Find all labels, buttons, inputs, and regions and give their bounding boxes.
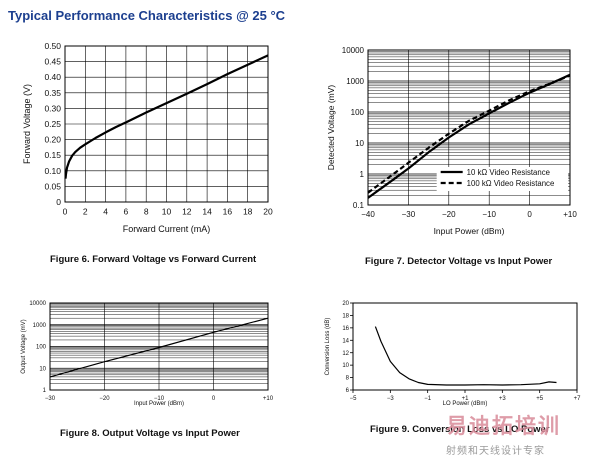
x-tick-label: +10	[563, 210, 577, 219]
x-tick-label: 10	[162, 207, 172, 217]
figure-7-caption: Figure 7. Detector Voltage vs Input Powe…	[365, 256, 553, 267]
plot-frame	[367, 49, 571, 206]
x-tick-label: +3	[499, 396, 507, 402]
y-tick-label: 100	[351, 108, 365, 117]
y-tick-label: 0.40	[44, 72, 61, 82]
figure-8-caption: Figure 8. Output Voltage vs Input Power	[60, 428, 240, 439]
figure-6-caption: Figure 6. Forward Voltage vs Forward Cur…	[50, 254, 257, 265]
y-tick-label: 0.20	[44, 135, 61, 145]
x-tick-label: −5	[350, 396, 358, 402]
watermark-subtext: 射频和天线设计专家	[446, 446, 545, 457]
y-tick-label: 0.1	[353, 201, 365, 210]
series-line-1	[49, 317, 269, 378]
x-tick-label: +7	[574, 396, 582, 402]
x-tick-label: −30	[402, 210, 416, 219]
y-tick-label: 0.30	[44, 103, 61, 113]
x-tick-label: +1	[462, 396, 470, 402]
y-tick-label: 0.10	[44, 166, 61, 176]
x-tick-label: 16	[223, 207, 233, 217]
y-tick-label: 1	[43, 388, 47, 394]
y-axis-label: Detected Voltage (mV)	[326, 85, 336, 171]
y-tick-label: 1000	[33, 323, 47, 329]
x-axis-label: Forward Current (mA)	[123, 224, 211, 234]
x-tick-label: 0	[212, 396, 216, 402]
y-tick-label: 20	[342, 301, 349, 307]
y-tick-label: 100	[36, 345, 47, 351]
y-tick-label: 1	[360, 170, 365, 179]
plot-frame	[64, 45, 269, 203]
y-tick-label: 10000	[342, 46, 365, 55]
y-tick-label: 1000	[346, 77, 364, 86]
x-tick-label: 18	[243, 207, 253, 217]
y-axis-label: Forward Voltage (V)	[22, 84, 32, 164]
y-tick-label: 0.15	[44, 150, 61, 160]
series-line-1	[64, 54, 269, 179]
x-tick-label: 0	[63, 207, 68, 217]
y-tick-label: 0.50	[44, 41, 61, 51]
x-tick-label: 12	[182, 207, 192, 217]
y-tick-label: 12	[342, 351, 349, 357]
series-line-1	[367, 73, 571, 199]
x-tick-label: −30	[45, 396, 56, 402]
x-axis-label: Input Power (dBm)	[434, 226, 505, 236]
y-tick-label: 6	[346, 388, 350, 394]
watermark-text: 易迪拓培训	[446, 415, 561, 438]
x-axis-label: LO Power (dBm)	[443, 401, 488, 407]
figure-9-caption: Figure 9. Conversion Loss vs LO Power	[370, 424, 550, 435]
watermark-logo: 易迪拓培训 射频和天线设计专家	[446, 410, 591, 457]
x-tick-label: 0	[527, 210, 532, 219]
x-tick-label: 2	[83, 207, 88, 217]
y-tick-label: 0.25	[44, 119, 61, 129]
x-tick-label: −20	[442, 210, 456, 219]
y-tick-label: 10	[355, 139, 364, 148]
x-tick-label: 4	[103, 207, 108, 217]
x-tick-label: −20	[99, 396, 110, 402]
x-tick-label: −1	[424, 396, 432, 402]
y-tick-label: 16	[342, 326, 349, 332]
y-tick-label: 0.45	[44, 57, 61, 67]
x-tick-label: +5	[536, 396, 544, 402]
series-line-2	[367, 74, 571, 194]
x-tick-label: −3	[387, 396, 395, 402]
series-line-1	[374, 326, 557, 386]
legend-label-1: 10 kΩ Video Resistance	[467, 168, 550, 177]
plot-frame	[352, 302, 578, 391]
x-axis-label: Input Power (dBm)	[134, 401, 184, 407]
plot-frame	[49, 302, 269, 391]
y-axis-label: Output Voltage (mV)	[21, 319, 27, 373]
legend-label-2: 100 kΩ Video Resistance	[467, 179, 555, 188]
x-tick-label: 20	[263, 207, 273, 217]
x-tick-label: 8	[144, 207, 149, 217]
y-tick-label: 10	[39, 366, 46, 372]
x-tick-label: 6	[124, 207, 129, 217]
y-tick-label: 0.35	[44, 88, 61, 98]
y-tick-label: 14	[342, 338, 349, 344]
page-title: Typical Performance Characteristics @ 25…	[8, 8, 286, 23]
y-tick-label: 0	[56, 197, 61, 207]
x-tick-label: −10	[154, 396, 165, 402]
x-tick-label: −10	[482, 210, 496, 219]
y-tick-label: 0.05	[44, 181, 61, 191]
y-tick-label: 18	[342, 314, 349, 320]
y-tick-label: 8	[346, 376, 350, 382]
x-tick-label: +10	[263, 396, 274, 402]
y-tick-label: 10	[342, 363, 349, 369]
y-tick-label: 10000	[29, 301, 46, 307]
x-tick-label: 14	[202, 207, 212, 217]
x-tick-label: −40	[361, 210, 375, 219]
y-axis-label: Conversion Loss (dB)	[325, 318, 331, 376]
